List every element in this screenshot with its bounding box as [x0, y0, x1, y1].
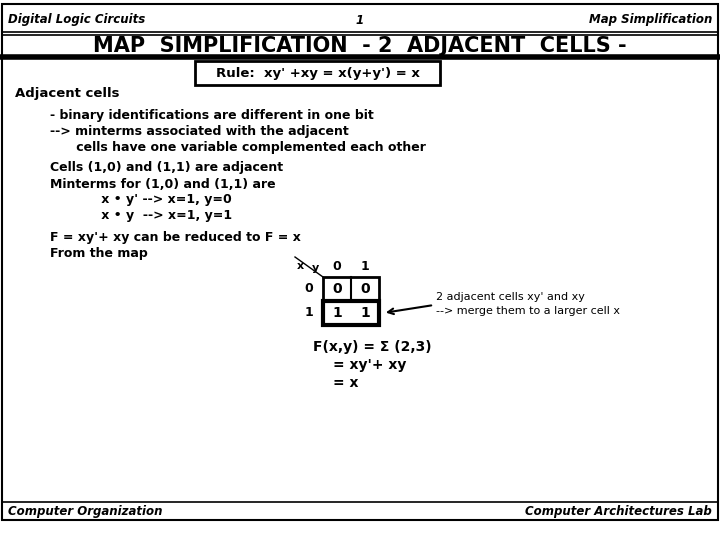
Text: 1: 1: [332, 306, 342, 320]
Text: 0: 0: [305, 282, 313, 295]
Text: x • y' --> x=1, y=0: x • y' --> x=1, y=0: [75, 193, 232, 206]
Text: Digital Logic Circuits: Digital Logic Circuits: [8, 14, 145, 26]
Text: From the map: From the map: [50, 247, 148, 260]
Text: --> merge them to a larger cell x: --> merge them to a larger cell x: [436, 306, 620, 316]
Bar: [323, 301, 379, 325]
Text: 1: 1: [361, 260, 369, 273]
Text: F = xy'+ xy can be reduced to F = x: F = xy'+ xy can be reduced to F = x: [50, 232, 301, 245]
Text: x • y  --> x=1, y=1: x • y --> x=1, y=1: [75, 210, 232, 222]
Text: 0: 0: [332, 282, 342, 296]
Bar: [195, 61, 440, 85]
Text: F(x,y) = Σ (2,3): F(x,y) = Σ (2,3): [313, 340, 431, 354]
Text: 0: 0: [333, 260, 341, 273]
Text: Adjacent cells: Adjacent cells: [15, 86, 120, 99]
Text: Computer Architectures Lab: Computer Architectures Lab: [526, 505, 712, 518]
Text: Minterms for (1,0) and (1,1) are: Minterms for (1,0) and (1,1) are: [50, 178, 276, 191]
Bar: [323, 277, 379, 325]
Text: Map Simplification: Map Simplification: [589, 14, 712, 26]
Text: Cells (1,0) and (1,1) are adjacent: Cells (1,0) and (1,1) are adjacent: [50, 161, 283, 174]
Text: 0: 0: [360, 282, 370, 296]
Text: - binary identifications are different in one bit: - binary identifications are different i…: [50, 110, 374, 123]
Text: MAP  SIMPLIFICATION  - 2  ADJACENT  CELLS -: MAP SIMPLIFICATION - 2 ADJACENT CELLS -: [93, 36, 627, 56]
Text: = x: = x: [333, 376, 359, 390]
Text: Computer Organization: Computer Organization: [8, 505, 163, 518]
Text: x: x: [297, 261, 304, 271]
Text: 1: 1: [356, 14, 364, 26]
Text: Rule:  xy' +xy = x(y+y') = x: Rule: xy' +xy = x(y+y') = x: [215, 66, 420, 79]
Text: = xy'+ xy: = xy'+ xy: [333, 358, 406, 372]
Text: y: y: [312, 263, 319, 273]
Text: 1: 1: [360, 306, 370, 320]
Text: cells have one variable complemented each other: cells have one variable complemented eac…: [50, 141, 426, 154]
Text: 1: 1: [305, 307, 313, 320]
Text: --> minterms associated with the adjacent: --> minterms associated with the adjacen…: [50, 125, 348, 138]
Text: 2 adjacent cells xy' and xy: 2 adjacent cells xy' and xy: [436, 292, 585, 302]
